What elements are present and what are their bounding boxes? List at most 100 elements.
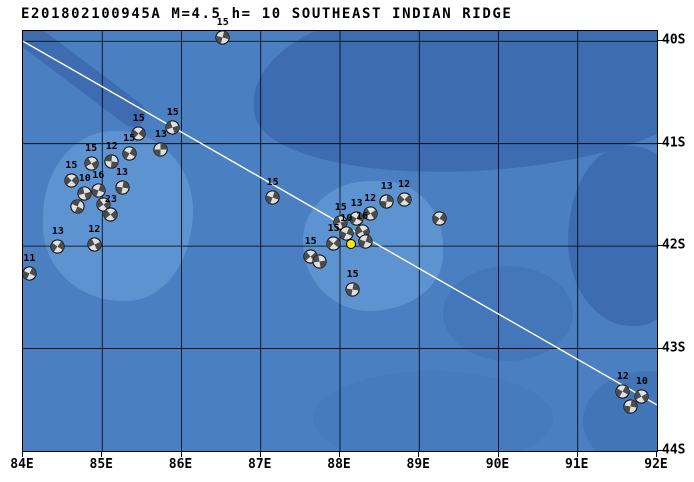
beachball-icon: [345, 281, 360, 297]
event-depth-label: 13: [116, 167, 129, 179]
beachball-icon: [104, 153, 119, 169]
beachball-icon: [22, 266, 37, 281]
beachball-icon: [77, 186, 92, 202]
focal-mechanism-event: 15: [345, 269, 360, 297]
event-depth-label: 15: [85, 142, 98, 154]
event-depth-label: 15: [304, 235, 317, 247]
event-depth-label: 13: [51, 225, 64, 237]
event-depth-label: 15: [65, 160, 78, 172]
beachball-icon: [103, 207, 119, 222]
highlighted-main-event: [346, 239, 357, 250]
beachball-icon: [165, 120, 180, 135]
focal-mechanism-event: 15: [64, 161, 79, 188]
beachball-icon: [397, 191, 412, 207]
x-tick-mark: [497, 452, 499, 457]
focal-mechanism-event: 10: [339, 214, 354, 241]
beachball-icon: [87, 236, 102, 252]
y-tick-label: 40S: [662, 32, 686, 48]
event-depth-label: 15: [216, 16, 229, 28]
x-tick-mark: [180, 452, 182, 457]
deep-water-patch: [313, 371, 553, 451]
focal-mechanism-event: 15: [326, 223, 341, 251]
beachball-icon: [358, 233, 373, 249]
beachball-icon: [634, 389, 650, 404]
beachball-icon: [131, 126, 146, 141]
x-tick-label: 91E: [565, 457, 589, 472]
x-tick-mark: [259, 452, 261, 457]
event-depth-label: 15: [166, 106, 179, 118]
beachball-icon: [431, 211, 447, 226]
focal-mechanism-event: [96, 196, 111, 212]
focal-mechanism-event: [312, 254, 327, 269]
focal-mechanism-event: 10: [77, 174, 92, 202]
event-depth-label: 15: [266, 177, 279, 189]
focal-mechanism-event: 12: [362, 193, 378, 221]
beachball-icon: [153, 142, 169, 157]
event-depth-label: 12: [364, 192, 377, 204]
event-depth-label: 15: [132, 112, 145, 124]
focal-mechanism-event: 13: [349, 198, 364, 226]
focal-mechanism-event: [623, 399, 638, 415]
beachball-icon: [215, 30, 230, 45]
x-tick-mark: [656, 452, 657, 457]
x-tick-mark: [22, 452, 23, 457]
figure-title: E201802100945A M=4.5 h= 10 SOUTHEAST IND…: [21, 6, 513, 22]
x-tick-label: 84E: [10, 457, 34, 472]
x-tick-mark: [576, 452, 578, 457]
event-layer: 15 15 15 13 15 15 12 15 16 10 13 23 13 12 11 15 15 15 15 13…: [22, 17, 657, 451]
y-tick-mark: [658, 40, 663, 42]
focal-mechanism-event: [70, 199, 85, 214]
beachball-icon: [50, 238, 66, 254]
beachball-icon: [339, 226, 354, 241]
focal-mechanism-event: 12: [87, 224, 102, 252]
event-depth-label: 15: [123, 133, 136, 145]
focal-mechanism-event: 11: [22, 254, 37, 281]
event-depth-label: 15: [327, 222, 340, 234]
beachball-icon: [122, 146, 137, 162]
x-tick-label: 92E: [644, 457, 668, 472]
event-depth-label: 10: [635, 376, 648, 388]
event-depth-label: 16: [356, 211, 369, 223]
beachball-icon: [265, 190, 280, 206]
beachball-icon: [70, 199, 85, 214]
event-depth-label: 13: [350, 197, 363, 209]
focal-mechanism-event: 12: [397, 179, 412, 207]
focal-mechanism-event: 15: [215, 17, 230, 45]
y-tick-label: 44S: [662, 442, 686, 458]
beachball-icon: [312, 254, 327, 269]
beachball-icon: [96, 196, 111, 212]
y-tick-mark: [658, 142, 663, 144]
beachball-icon: [615, 384, 631, 399]
focal-mechanism-event: 12: [615, 372, 631, 399]
x-tick-label: 87E: [248, 457, 272, 472]
focal-mechanism-event: [358, 233, 373, 249]
focal-mechanism-event: 15: [165, 107, 180, 135]
beachball-icon: [623, 399, 638, 415]
x-tick-label: 88E: [327, 457, 351, 472]
event-depth-label: 13: [154, 129, 167, 141]
focal-mechanism-event: 13: [379, 181, 394, 209]
y-tick-mark: [658, 347, 663, 349]
focal-mechanism-event: 13: [114, 168, 130, 195]
beachball-icon: [91, 183, 106, 198]
focal-mechanism-event: 15: [131, 113, 146, 141]
x-tick-mark: [339, 452, 340, 457]
event-depth-label: 15: [346, 268, 359, 280]
deep-water-patch: [568, 146, 657, 326]
event-depth-label: 10: [78, 173, 91, 185]
beachball-icon: [114, 180, 130, 195]
y-tick-mark: [658, 450, 663, 451]
focal-mechanism-event: [431, 211, 447, 226]
event-depth-label: 13: [380, 180, 393, 192]
event-depth-label: 16: [92, 170, 105, 182]
event-depth-label: 12: [616, 371, 629, 383]
focal-mechanism-event: 15: [265, 178, 280, 206]
x-tick-mark: [101, 452, 103, 457]
x-tick-label: 89E: [406, 457, 430, 472]
event-depth-label: 12: [398, 178, 411, 190]
beachball-icon: [379, 193, 394, 209]
focal-mechanism-event: 15: [83, 143, 99, 171]
beachball-icon: [64, 173, 79, 188]
y-tick-label: 43S: [662, 340, 686, 356]
